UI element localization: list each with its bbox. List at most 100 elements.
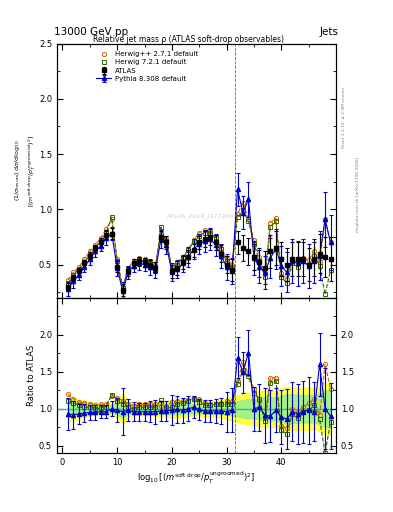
Herwig++ 2.7.1 default [191,237,196,243]
Text: mcplots.cern.ch [arXiv:1306.3436]: mcplots.cern.ch [arXiv:1306.3436] [356,157,360,232]
Herwig 7.2.1 default [268,224,273,230]
Herwig++ 2.7.1 default [88,248,92,254]
Herwig 7.2.1 default [306,263,311,269]
Herwig++ 2.7.1 default [285,276,289,282]
Herwig 7.2.1 default [164,238,169,244]
Herwig 7.2.1 default [82,259,87,265]
X-axis label: $\log_{10}[(m^{\mathrm{soft\ drop}}/p_T^{\mathrm{ungroomed}})^2]$: $\log_{10}[(m^{\mathrm{soft\ drop}}/p_T^… [138,470,255,486]
Herwig 7.2.1 default [230,264,234,270]
Herwig 7.2.1 default [197,233,202,239]
Herwig 7.2.1 default [115,258,119,264]
Herwig 7.2.1 default [301,258,305,264]
Herwig++ 2.7.1 default [328,240,333,246]
Herwig 7.2.1 default [317,263,322,269]
Herwig 7.2.1 default [142,258,147,264]
Herwig++ 2.7.1 default [180,254,185,260]
Herwig 7.2.1 default [213,235,218,241]
Herwig 7.2.1 default [328,267,333,273]
Y-axis label: $(1/\sigma_\mathrm{resum})\ \mathrm{d}\sigma/\mathrm{d}\log_{10}$
$[(m^{\mathrm{: $(1/\sigma_\mathrm{resum})\ \mathrm{d}\s… [13,135,38,207]
Herwig 7.2.1 default [235,214,240,220]
Herwig 7.2.1 default [290,261,295,267]
Herwig++ 2.7.1 default [224,256,229,262]
Herwig++ 2.7.1 default [115,256,119,262]
Legend: Herwig++ 2.7.1 default, Herwig 7.2.1 default, ATLAS, Pythia 8.308 default: Herwig++ 2.7.1 default, Herwig 7.2.1 def… [93,49,201,84]
Herwig++ 2.7.1 default [290,256,295,262]
Herwig 7.2.1 default [241,207,245,214]
Herwig++ 2.7.1 default [208,228,213,234]
Herwig 7.2.1 default [126,267,130,273]
Herwig 7.2.1 default [66,280,70,286]
Line: Herwig++ 2.7.1 default: Herwig++ 2.7.1 default [66,201,332,289]
Herwig++ 2.7.1 default [317,259,322,265]
Herwig++ 2.7.1 default [98,235,103,241]
Herwig++ 2.7.1 default [235,210,240,217]
Herwig++ 2.7.1 default [142,256,147,262]
Herwig 7.2.1 default [77,266,81,272]
Herwig 7.2.1 default [153,264,158,270]
Herwig++ 2.7.1 default [274,215,278,221]
Herwig++ 2.7.1 default [279,270,284,276]
Herwig++ 2.7.1 default [252,237,256,243]
Herwig 7.2.1 default [148,261,152,267]
Herwig 7.2.1 default [224,258,229,264]
Herwig 7.2.1 default [131,261,136,267]
Herwig++ 2.7.1 default [120,284,125,290]
Herwig 7.2.1 default [109,214,114,220]
Herwig++ 2.7.1 default [246,216,251,222]
Herwig++ 2.7.1 default [257,254,262,260]
Herwig 7.2.1 default [279,274,284,280]
Herwig++ 2.7.1 default [202,227,207,233]
Herwig 7.2.1 default [312,253,316,259]
Herwig++ 2.7.1 default [312,248,316,254]
Herwig++ 2.7.1 default [137,255,141,261]
Herwig 7.2.1 default [180,255,185,261]
Herwig++ 2.7.1 default [66,277,70,283]
Herwig++ 2.7.1 default [131,258,136,264]
Herwig 7.2.1 default [257,258,262,264]
Herwig++ 2.7.1 default [126,265,130,271]
Herwig++ 2.7.1 default [197,229,202,236]
Herwig++ 2.7.1 default [93,242,97,248]
Herwig++ 2.7.1 default [175,259,180,265]
Herwig++ 2.7.1 default [82,256,87,262]
Herwig 7.2.1 default [252,241,256,247]
Herwig 7.2.1 default [120,285,125,291]
Herwig 7.2.1 default [98,238,103,244]
Herwig++ 2.7.1 default [109,216,114,222]
Herwig 7.2.1 default [159,224,163,230]
Herwig 7.2.1 default [296,264,300,270]
Herwig++ 2.7.1 default [153,262,158,268]
Herwig 7.2.1 default [323,291,327,297]
Herwig++ 2.7.1 default [104,226,108,232]
Herwig++ 2.7.1 default [230,262,234,268]
Herwig++ 2.7.1 default [186,246,191,252]
Herwig 7.2.1 default [202,229,207,236]
Herwig 7.2.1 default [104,229,108,236]
Herwig 7.2.1 default [71,271,76,278]
Herwig++ 2.7.1 default [169,264,174,270]
Herwig 7.2.1 default [191,238,196,244]
Herwig++ 2.7.1 default [219,245,224,251]
Text: ATLAS_2019_I1772062: ATLAS_2019_I1772062 [166,214,238,219]
Herwig 7.2.1 default [88,251,92,258]
Herwig 7.2.1 default [263,274,267,280]
Herwig++ 2.7.1 default [213,234,218,240]
Herwig 7.2.1 default [285,280,289,286]
Herwig++ 2.7.1 default [71,269,76,275]
Herwig 7.2.1 default [93,245,97,251]
Herwig 7.2.1 default [208,229,213,236]
Herwig++ 2.7.1 default [263,270,267,276]
Herwig++ 2.7.1 default [164,236,169,242]
Herwig++ 2.7.1 default [241,200,245,206]
Herwig++ 2.7.1 default [301,255,305,261]
Text: Relative jet mass ρ (ATLAS soft-drop observables): Relative jet mass ρ (ATLAS soft-drop obs… [93,34,284,44]
Herwig 7.2.1 default [175,262,180,268]
Herwig 7.2.1 default [274,219,278,225]
Herwig 7.2.1 default [137,257,141,263]
Text: 13000 GeV pp: 13000 GeV pp [54,27,129,37]
Herwig++ 2.7.1 default [159,230,163,237]
Text: Jets: Jets [320,27,339,37]
Herwig 7.2.1 default [246,219,251,225]
Herwig++ 2.7.1 default [323,216,327,222]
Herwig 7.2.1 default [186,247,191,253]
